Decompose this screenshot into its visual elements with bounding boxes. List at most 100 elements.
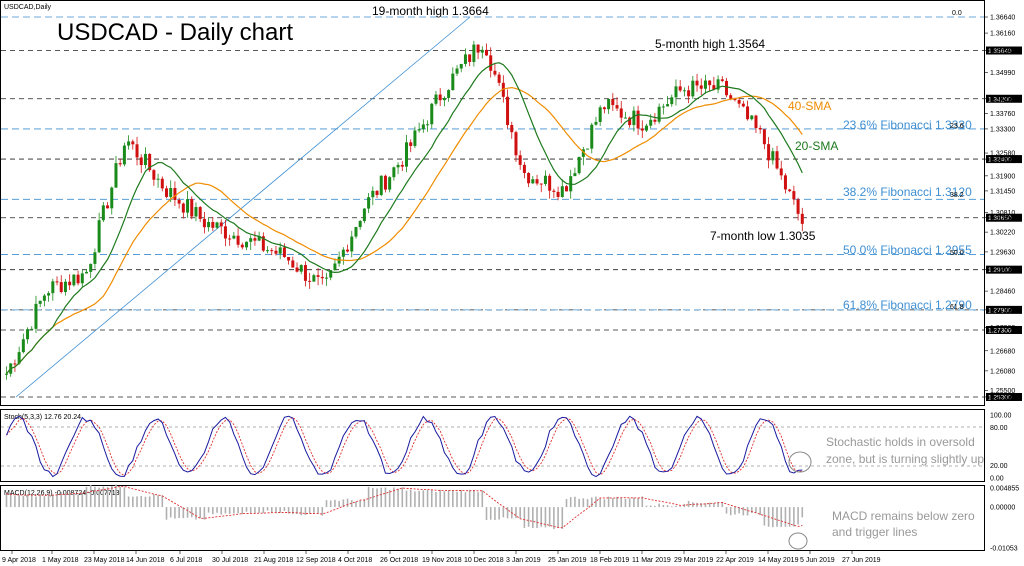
candle-body <box>746 106 750 120</box>
candle-body <box>30 328 34 330</box>
fibonacci-trendline <box>15 16 471 398</box>
candle-body <box>295 267 299 272</box>
candle-body <box>405 142 408 167</box>
price-tick-label: 1.32580 <box>990 151 1015 158</box>
candle-body <box>438 94 442 101</box>
candle-body <box>594 121 598 125</box>
annotation-fib-382: 38.2% Fibonacci 1.3120 <box>843 185 972 199</box>
candle-body <box>89 263 93 272</box>
candle-body <box>712 85 716 90</box>
candle-body <box>47 293 51 296</box>
candle-body <box>299 265 303 272</box>
candle-body <box>565 186 568 192</box>
candle-body <box>240 244 244 248</box>
candle-body <box>775 151 779 169</box>
candle-body <box>207 222 211 228</box>
candle-body <box>514 132 518 156</box>
candle-body <box>682 90 686 92</box>
date-tick-label: 22 Apr 2019 <box>716 557 754 564</box>
candle-body <box>417 129 421 131</box>
price-tick-label: 1.31450 <box>990 188 1015 195</box>
candle-body <box>771 151 775 161</box>
candle-body <box>341 249 345 257</box>
candle-body <box>245 241 248 248</box>
candle-body <box>101 205 105 221</box>
fib-tick-0: 0.0 <box>952 10 962 17</box>
candle-body <box>17 352 21 364</box>
candle-body <box>282 247 286 257</box>
candle-body <box>539 183 543 185</box>
annotation-40-sma: 40-SMA <box>788 99 831 113</box>
candle-body <box>552 190 556 192</box>
candle-body <box>510 125 514 133</box>
price-panel <box>0 0 985 406</box>
candle-body <box>249 238 253 242</box>
candle-body <box>468 54 472 62</box>
candle-body <box>615 105 619 109</box>
date-tick-label: 27 Jun 2019 <box>842 557 881 564</box>
date-axis: 9 Apr 2018 1 May 2018 23 May 2018 14 Jun 20… <box>2 550 881 564</box>
candle-body <box>602 107 606 110</box>
candle-body <box>725 80 728 96</box>
date-tick-label: 14 Jun 2018 <box>126 557 165 564</box>
candle-body <box>202 218 206 228</box>
price-tick-label: 1.30810 <box>990 210 1015 217</box>
date-tick-label: 29 Mar 2019 <box>674 557 713 564</box>
candle-body <box>308 280 312 282</box>
macd-axis: 0.004855 0.00000 -0.01053 <box>990 486 1019 553</box>
macd-signal-line <box>6 485 803 529</box>
level-tag-label: 1.30650 <box>988 215 1012 222</box>
candle-body <box>93 252 97 264</box>
candle-body <box>131 141 135 145</box>
candle-body <box>720 79 724 81</box>
fib-tick-500: 50.0 <box>950 250 964 257</box>
date-tick-label: 23 May 2018 <box>84 557 125 564</box>
candle-body <box>211 222 215 228</box>
candle-body <box>274 250 278 254</box>
candle-body <box>729 95 733 99</box>
candle-body <box>291 260 295 268</box>
price-tick-label: 1.30650 <box>990 215 1015 222</box>
date-tick-label: 11 Mar 2019 <box>632 557 671 564</box>
candle-body <box>489 55 493 71</box>
candle-body <box>623 117 627 119</box>
price-tick-label: 1.34200 <box>990 96 1015 103</box>
candle-body <box>560 186 564 197</box>
candle-body <box>379 175 383 195</box>
candle-body <box>741 103 745 107</box>
level-tag-label: 1.29100 <box>988 267 1012 274</box>
candle-body <box>278 247 282 254</box>
candle-body <box>767 144 771 161</box>
candle-body <box>455 68 459 74</box>
candle-body <box>34 303 38 329</box>
macd-highlight-circle <box>788 532 808 550</box>
candle-body <box>329 270 333 278</box>
stoch-main-line <box>6 415 803 478</box>
candle-body <box>139 157 143 166</box>
stochastic-label: Stoch(5,3,3) 12.76 20.24 <box>4 414 81 421</box>
candle-body <box>661 106 665 108</box>
candle-body <box>607 99 611 110</box>
candle-body <box>371 190 375 198</box>
candle-body <box>173 188 177 201</box>
candle-body <box>122 145 126 165</box>
price-tick-label: 1.31900 <box>990 173 1015 180</box>
candle-body <box>451 73 455 91</box>
level-tag-box <box>986 155 1022 164</box>
candle-body <box>792 191 796 200</box>
candle-body <box>362 208 366 222</box>
date-tick-label: 25 Jan 2019 <box>548 557 587 564</box>
stochastic-panel <box>0 409 985 482</box>
stoch-tick-label: 80.00 <box>990 425 1008 432</box>
candle-body <box>38 300 42 304</box>
candle-body <box>63 281 67 292</box>
date-tick-label: 19 Nov 2018 <box>422 557 462 564</box>
candle-body <box>750 115 754 120</box>
candle-body <box>106 205 110 209</box>
candle-body <box>421 124 425 130</box>
candle-body <box>59 282 63 292</box>
level-tag-label: 1.35640 <box>988 48 1012 55</box>
candle-body <box>590 124 594 149</box>
candle-body <box>670 97 674 105</box>
